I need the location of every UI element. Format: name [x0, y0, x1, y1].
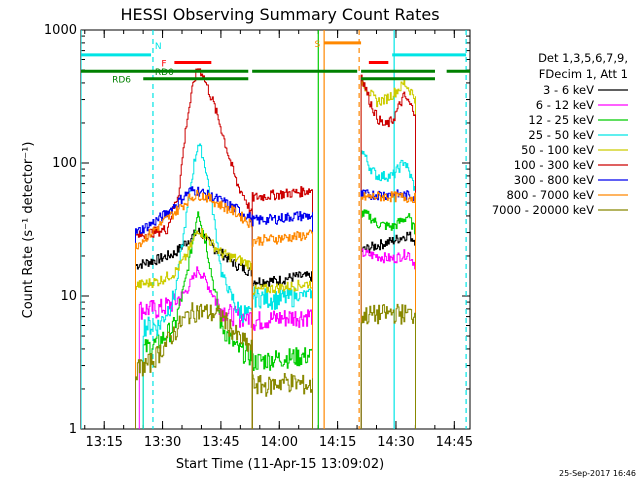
series-line	[142, 211, 253, 429]
series-line	[135, 189, 253, 429]
series-line	[360, 74, 416, 429]
legend-label: 800 - 7000 keV	[506, 188, 594, 202]
legend-label: 300 - 800 keV	[514, 173, 594, 187]
footer-date: 25-Sep-2017 16:46	[559, 469, 636, 478]
chart-title: HESSI Observing Summary Count Rates	[120, 5, 439, 24]
series-line	[251, 229, 313, 429]
legend-header-line-2: FDecim 1, Att 1	[539, 67, 628, 81]
x-tick-label: 14:45	[436, 435, 473, 450]
x-tick-label: 14:15	[319, 435, 356, 450]
series-line	[251, 211, 313, 429]
series-line	[360, 191, 416, 429]
legend-header-line-1: Det 1,3,5,6,7,9,	[538, 51, 628, 65]
legend-label: 3 - 6 keV	[543, 83, 594, 97]
series-line	[251, 306, 313, 429]
series-line	[251, 286, 313, 429]
series-line	[251, 279, 313, 429]
legend-label: 25 - 50 keV	[528, 128, 594, 142]
series-line	[138, 266, 253, 429]
series-line	[360, 150, 416, 429]
y-tick-label: 1	[69, 422, 77, 437]
series-line	[135, 227, 253, 429]
series-line	[142, 143, 253, 429]
y-tick-labels: 1 10 100 1000	[44, 23, 77, 437]
series-line	[360, 209, 416, 429]
x-tick-label: 13:15	[85, 435, 122, 450]
x-tick-label: 13:30	[144, 435, 181, 450]
legend-label: 12 - 25 keV	[528, 113, 594, 127]
legend-label: 100 - 300 keV	[514, 158, 594, 172]
flag-label-rd6: RD6	[112, 76, 131, 86]
series-line	[360, 303, 416, 429]
x-axis-label: Start Time (11-Apr-15 13:09:02)	[176, 457, 384, 472]
legend-label: 7000 - 20000 keV	[492, 203, 594, 217]
flag-label-n: N	[155, 42, 162, 52]
x-tick-label: 13:45	[202, 435, 239, 450]
y-tick-label: 100	[52, 156, 77, 171]
series-line	[135, 302, 253, 429]
flag-label-rd0: RD0	[155, 68, 174, 78]
series-line	[135, 228, 253, 429]
series-line	[251, 373, 313, 429]
y-axis-label: Count Rate (s⁻¹ detector⁻¹)	[21, 142, 36, 319]
series-line	[360, 248, 416, 429]
series-line	[360, 231, 416, 429]
legend-label: 50 - 100 keV	[521, 143, 594, 157]
data-series	[135, 68, 416, 429]
x-tick-labels: 13:15 13:30 13:45 14:00 14:15 14:30 14:45	[85, 435, 473, 450]
y-tick-label: 1000	[44, 23, 77, 38]
x-tick-label: 14:00	[261, 435, 298, 450]
legend-label: 6 - 12 keV	[536, 98, 594, 112]
instrument-flags: NF S RD0 RD6	[81, 40, 470, 86]
legend: Det 1,3,5,6,7,9, FDecim 1, Att 1 3 - 6 k…	[492, 51, 628, 217]
series-line	[251, 347, 313, 429]
flag-label-s: S	[315, 40, 321, 50]
y-tick-label: 10	[60, 289, 77, 304]
flag-label-f: F	[161, 59, 166, 69]
series-line	[360, 74, 416, 429]
x-tick-label: 14:30	[377, 435, 414, 450]
series-line	[251, 186, 313, 429]
